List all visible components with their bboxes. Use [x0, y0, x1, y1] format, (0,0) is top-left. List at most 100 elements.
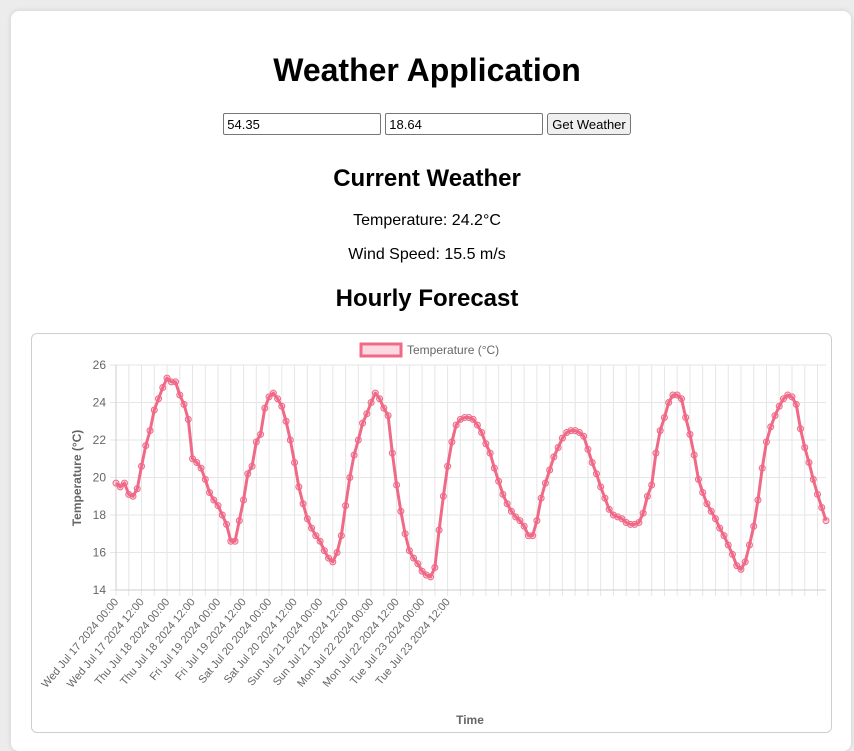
data-point[interactable]: [261, 404, 269, 412]
data-point[interactable]: [218, 511, 226, 519]
data-point[interactable]: [762, 438, 770, 446]
latitude-input[interactable]: [223, 113, 382, 135]
data-point[interactable]: [350, 451, 358, 459]
data-point[interactable]: [376, 395, 384, 403]
data-point[interactable]: [512, 513, 520, 521]
data-point[interactable]: [197, 464, 205, 472]
data-point[interactable]: [575, 429, 583, 436]
data-point[interactable]: [767, 423, 775, 431]
data-point[interactable]: [495, 477, 503, 485]
data-point[interactable]: [788, 393, 796, 401]
data-point[interactable]: [648, 481, 656, 489]
data-point[interactable]: [214, 502, 222, 510]
data-point[interactable]: [231, 537, 239, 545]
data-point[interactable]: [516, 517, 524, 525]
data-point[interactable]: [444, 462, 452, 470]
data-point[interactable]: [410, 554, 418, 562]
data-point[interactable]: [699, 489, 707, 496]
data-point[interactable]: [745, 541, 753, 549]
data-point[interactable]: [750, 522, 758, 530]
data-point[interactable]: [354, 436, 362, 444]
data-point[interactable]: [482, 440, 490, 448]
data-point[interactable]: [592, 470, 600, 478]
data-point[interactable]: [303, 515, 311, 523]
data-point[interactable]: [694, 475, 702, 483]
data-point[interactable]: [478, 429, 486, 436]
data-point[interactable]: [414, 560, 422, 568]
data-point[interactable]: [652, 449, 660, 457]
data-point[interactable]: [278, 402, 286, 410]
data-point[interactable]: [418, 567, 426, 575]
data-point[interactable]: [155, 395, 163, 403]
data-point[interactable]: [490, 464, 498, 472]
data-point[interactable]: [397, 507, 405, 515]
data-point[interactable]: [206, 489, 214, 496]
data-point[interactable]: [257, 430, 265, 438]
data-point[interactable]: [775, 402, 783, 410]
data-point[interactable]: [274, 395, 282, 403]
data-point[interactable]: [728, 550, 736, 558]
data-point[interactable]: [677, 395, 685, 403]
data-point[interactable]: [771, 412, 779, 420]
data-point[interactable]: [507, 507, 515, 515]
data-point[interactable]: [499, 490, 507, 498]
data-point[interactable]: [656, 427, 664, 435]
data-point[interactable]: [503, 500, 511, 508]
data-point[interactable]: [529, 532, 537, 540]
data-point[interactable]: [388, 449, 396, 457]
data-point[interactable]: [469, 415, 477, 423]
data-point[interactable]: [150, 406, 158, 414]
data-point[interactable]: [121, 479, 129, 487]
data-point[interactable]: [405, 547, 413, 555]
data-point[interactable]: [452, 421, 460, 429]
data-point[interactable]: [427, 573, 435, 581]
data-point[interactable]: [112, 479, 120, 487]
data-point[interactable]: [286, 436, 294, 444]
data-point[interactable]: [295, 483, 303, 491]
data-point[interactable]: [733, 562, 741, 570]
data-point[interactable]: [439, 492, 447, 500]
data-point[interactable]: [588, 459, 596, 466]
data-point[interactable]: [359, 419, 367, 427]
data-point[interactable]: [809, 475, 817, 483]
data-point[interactable]: [223, 520, 231, 528]
data-point[interactable]: [146, 427, 154, 435]
data-point[interactable]: [312, 532, 320, 540]
data-point[interactable]: [805, 459, 813, 466]
data-point[interactable]: [320, 547, 328, 555]
data-point[interactable]: [720, 532, 728, 540]
data-point[interactable]: [163, 374, 171, 382]
data-point[interactable]: [533, 517, 541, 525]
data-point[interactable]: [711, 515, 719, 523]
data-point[interactable]: [159, 384, 167, 391]
data-point[interactable]: [550, 453, 558, 461]
get-weather-button[interactable]: Get Weather: [547, 113, 631, 135]
data-point[interactable]: [435, 526, 443, 534]
data-point[interactable]: [690, 451, 698, 459]
data-point[interactable]: [754, 496, 762, 504]
data-point[interactable]: [210, 496, 218, 504]
data-point[interactable]: [240, 496, 248, 504]
data-point[interactable]: [346, 474, 354, 481]
data-point[interactable]: [235, 517, 243, 525]
data-point[interactable]: [796, 425, 804, 433]
data-point[interactable]: [801, 444, 809, 451]
data-point[interactable]: [546, 466, 554, 474]
data-point[interactable]: [384, 412, 392, 420]
chart-legend[interactable]: Temperature (°C): [359, 342, 499, 358]
data-point[interactable]: [448, 438, 456, 446]
data-point[interactable]: [707, 507, 715, 515]
data-point[interactable]: [342, 502, 350, 510]
data-point[interactable]: [316, 537, 324, 545]
data-point[interactable]: [193, 459, 201, 466]
data-point[interactable]: [537, 494, 545, 502]
data-point[interactable]: [779, 395, 787, 403]
data-point[interactable]: [371, 389, 379, 397]
data-point[interactable]: [792, 400, 800, 408]
data-point[interactable]: [380, 404, 388, 412]
data-point[interactable]: [601, 494, 609, 502]
data-point[interactable]: [142, 442, 150, 450]
data-point[interactable]: [265, 393, 273, 401]
data-point[interactable]: [605, 505, 613, 513]
data-point[interactable]: [716, 524, 724, 532]
